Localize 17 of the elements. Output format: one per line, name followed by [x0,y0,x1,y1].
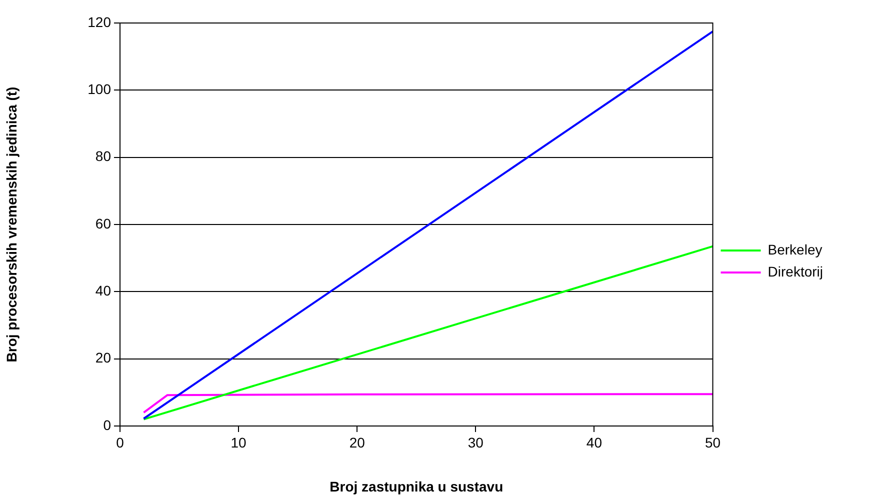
y-tick-label: 60 [95,215,112,232]
y-tick-label: 40 [95,282,112,299]
x-tick-label: 0 [116,434,124,450]
x-axis-title: Broj zastupnika u sustavu [330,478,504,494]
x-tick-label: 10 [230,434,247,450]
x-tick-label: 40 [586,434,602,450]
legend-label: Direktorij [768,263,824,280]
y-axis-title: Broj procesorskih vremenskih jedinica (t) [3,86,20,362]
y-tick-label: 0 [103,416,112,433]
y-tick-label: 100 [88,81,112,98]
y-tick-label: 80 [95,148,112,164]
x-tick-label: 20 [349,434,366,450]
y-tick-label: 120 [88,14,112,30]
x-tick-label: 50 [704,434,721,450]
y-tick-label: 20 [95,350,112,366]
x-tick-label: 30 [468,434,484,450]
legend-label: Berkeley [768,241,822,258]
